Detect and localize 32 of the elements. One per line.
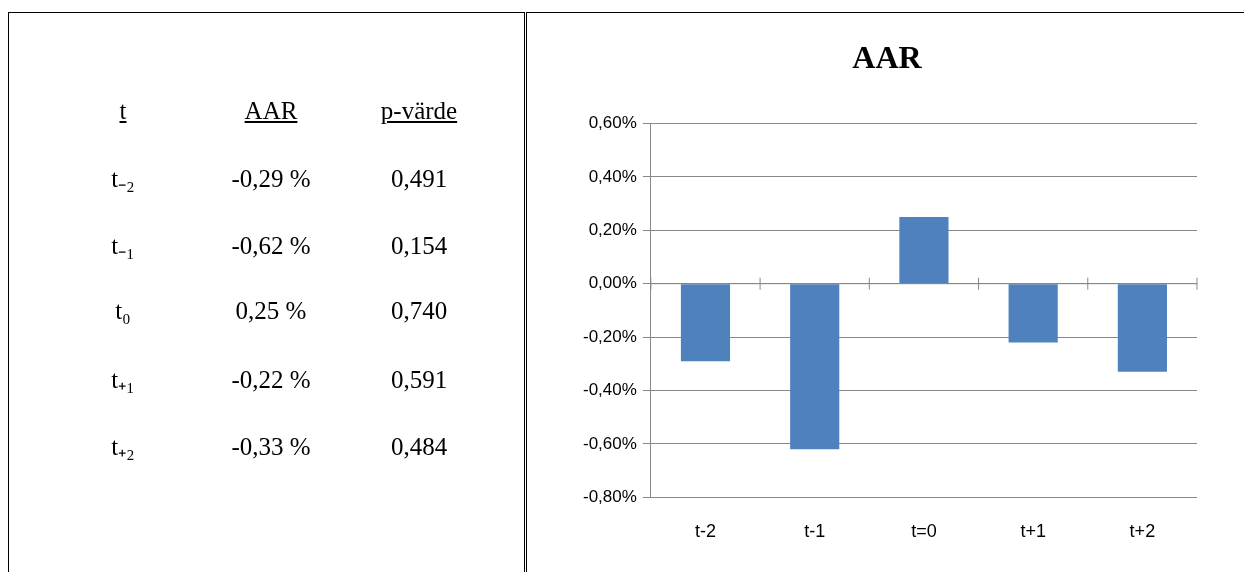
text: t₊₁ [110, 364, 136, 395]
text: 0,591 [389, 365, 449, 394]
text: -0,33 % [230, 432, 312, 461]
x-tick-label: t+1 [1020, 521, 1046, 542]
text: t₀ [114, 296, 132, 325]
category-label: AAR [244, 97, 298, 124]
text: 0,25 % [234, 296, 308, 325]
text: 0,491 [389, 164, 449, 193]
category-label: p-värde [380, 97, 458, 124]
x-tick-label: t=0 [911, 521, 937, 542]
y-tick-label: 0,00% [588, 273, 637, 293]
text: 0,484 [389, 432, 449, 461]
y-tick-label: 0,40% [588, 166, 637, 186]
text: 0,740 [389, 296, 449, 325]
text: t₋₁ [110, 230, 136, 261]
text: -0,62 % [230, 231, 312, 260]
text: -0,22 % [230, 365, 312, 394]
y-tick-label: -0,20% [582, 326, 637, 346]
text: -0,29 % [230, 164, 312, 193]
x-tick-label: t-2 [694, 521, 716, 542]
y-tick-label: 0,60% [588, 113, 637, 133]
text: 0,154 [389, 231, 449, 260]
y-tick-label: -0,80% [582, 487, 637, 507]
text: t₋₂ [110, 163, 136, 194]
y-tick-label: -0,40% [582, 380, 637, 400]
y-tick-label: 0,20% [588, 219, 637, 239]
chart-title: AAR [852, 39, 923, 76]
x-tick-label: t-1 [804, 521, 826, 542]
x-tick-label: t+2 [1129, 521, 1156, 542]
y-tick-label: -0,60% [582, 433, 637, 453]
text: t₊₂ [110, 431, 136, 462]
category-label: t [119, 97, 127, 124]
